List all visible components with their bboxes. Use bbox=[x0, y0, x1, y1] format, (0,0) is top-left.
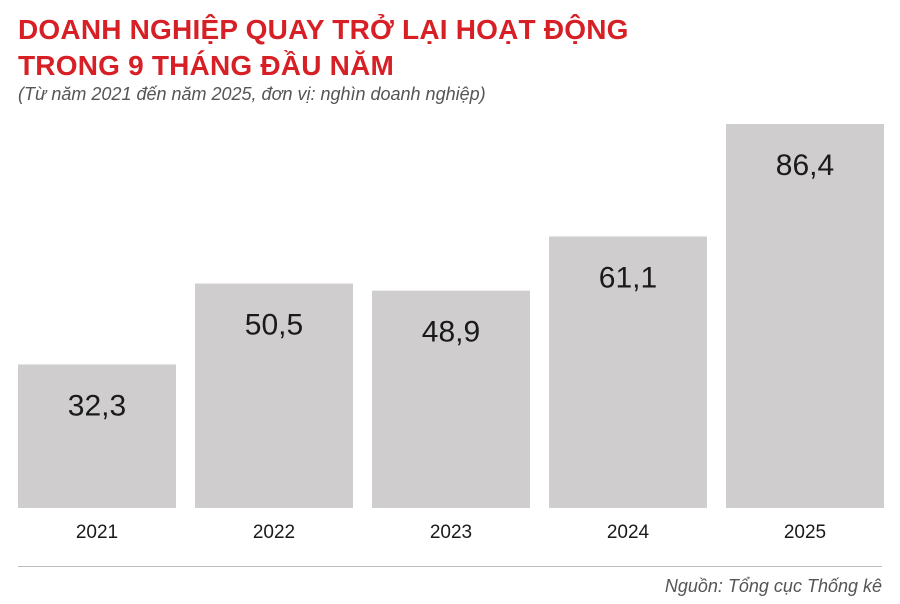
bar-2022 bbox=[195, 283, 353, 508]
chart-title: DOANH NGHIỆP QUAY TRỞ LẠI HOẠT ĐỘNG TRON… bbox=[18, 12, 629, 84]
x-tick-2021: 2021 bbox=[76, 522, 118, 543]
x-tick-2023: 2023 bbox=[430, 522, 472, 543]
chart-title-line2: TRONG 9 THÁNG ĐẦU NĂM bbox=[18, 50, 394, 81]
divider bbox=[18, 566, 882, 567]
chart-title-line1: DOANH NGHIỆP QUAY TRỞ LẠI HOẠT ĐỘNG bbox=[18, 14, 629, 45]
x-tick-2024: 2024 bbox=[607, 522, 650, 543]
x-tick-2025: 2025 bbox=[784, 522, 826, 543]
bar-2025 bbox=[726, 124, 884, 508]
data-label-2023: 48,9 bbox=[422, 316, 480, 349]
source-note: Nguồn: Tổng cục Thống kê bbox=[664, 576, 882, 596]
bar-2023 bbox=[372, 290, 530, 508]
x-tick-2022: 2022 bbox=[253, 522, 295, 543]
bar-2024 bbox=[549, 236, 707, 508]
data-label-2024: 61,1 bbox=[599, 261, 657, 294]
chart-subtitle: (Từ năm 2021 đến năm 2025, đơn vị: nghìn… bbox=[18, 84, 486, 104]
data-label-2022: 50,5 bbox=[245, 309, 303, 342]
data-label-2021: 32,3 bbox=[68, 389, 126, 422]
bar-2021 bbox=[18, 364, 176, 508]
data-label-2025: 86,4 bbox=[776, 149, 834, 182]
